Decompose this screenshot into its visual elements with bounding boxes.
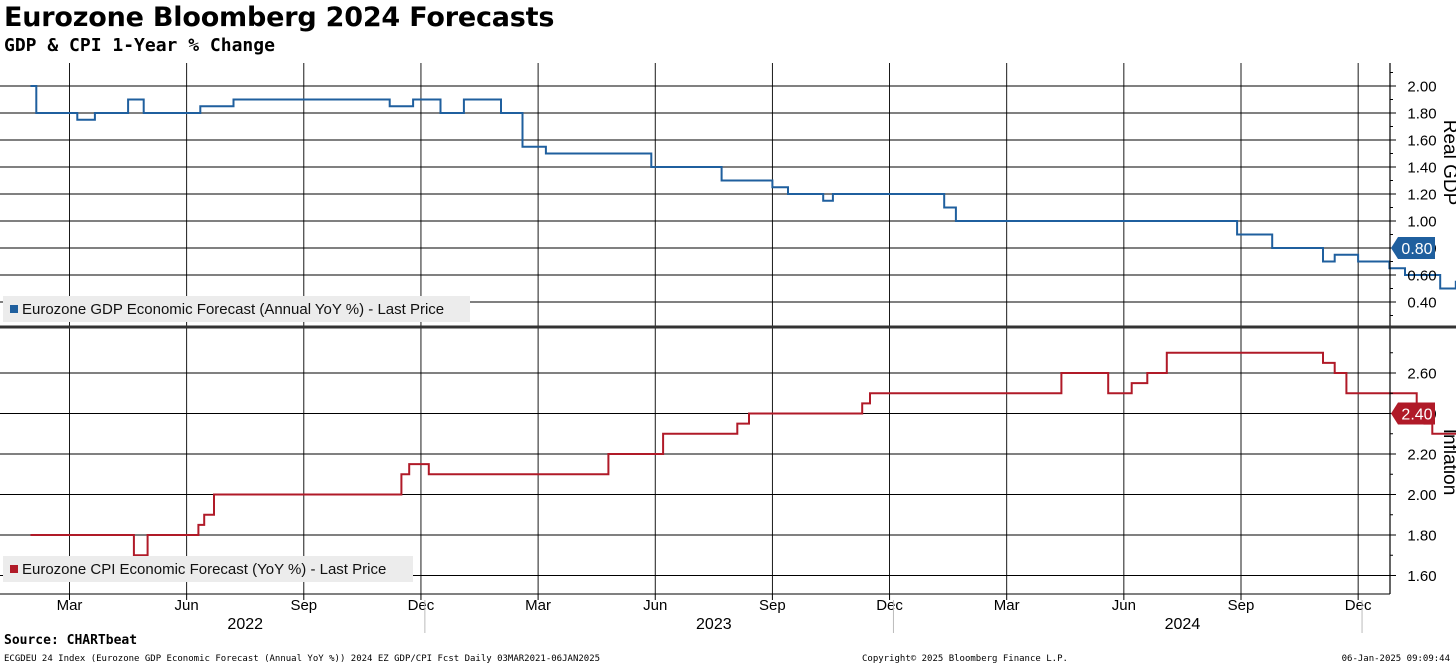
chart-title: Eurozone Bloomberg 2024 Forecasts xyxy=(4,2,555,33)
y-tick-label: 1.80 xyxy=(1407,528,1436,545)
x-year-label: 2024 xyxy=(1165,616,1201,633)
y-axis-title-gdp: Real GDP xyxy=(1439,120,1456,206)
last-value-tag-cpi xyxy=(1391,402,1435,425)
footer-ticker-info: ECGDEU 24 Index (Eurozone GDP Economic F… xyxy=(4,654,601,664)
x-tick-label-month: Dec xyxy=(408,597,435,614)
x-tick-label-month: Jun xyxy=(175,597,199,614)
legend-box-cpi xyxy=(3,556,413,582)
x-tick-label-month: Dec xyxy=(876,597,903,614)
footer-copyright: Copyright© 2025 Bloomberg Finance L.P. xyxy=(862,654,1068,664)
y-axis-title-cpi: Inflation xyxy=(1439,429,1456,496)
x-tick-label-month: Mar xyxy=(57,597,83,614)
y-tick-label: 1.80 xyxy=(1407,106,1436,123)
last-value-tag-gdp xyxy=(1391,237,1435,259)
y-tick-label: 1.60 xyxy=(1407,133,1436,150)
series-layer xyxy=(30,85,1456,557)
last-value-label-cpi: 2.40 xyxy=(1401,407,1432,424)
line-cpi xyxy=(30,351,1456,557)
x-year-label: 2023 xyxy=(696,616,732,633)
legend-box-gdp xyxy=(3,296,470,322)
y-tick-label: 1.20 xyxy=(1407,187,1436,204)
legend-layer: Eurozone GDP Economic Forecast (Annual Y… xyxy=(3,296,470,582)
y-tick-label: 2.00 xyxy=(1407,487,1436,504)
x-tick-label-month: Mar xyxy=(994,597,1020,614)
x-year-label: 2022 xyxy=(227,616,263,633)
y-tick-label: 0.40 xyxy=(1407,295,1436,312)
axis-layer: Mar Jun Sep Dec Mar Jun Sep Dec Mar Jun Sep Dec 2022… xyxy=(0,63,1456,633)
legend-label-gdp: Eurozone GDP Economic Forecast (Annual Y… xyxy=(22,301,444,318)
footer-timestamp: 06-Jan-2025 09:09:44 xyxy=(1341,654,1450,664)
line-gdp xyxy=(30,85,1456,290)
x-tick-label-month: Jun xyxy=(1112,597,1136,614)
last-value-label-gdp: 0.80 xyxy=(1401,241,1432,258)
y-tick-label: 1.00 xyxy=(1407,214,1436,231)
x-tick-label-month: Sep xyxy=(290,597,317,614)
y-tick-label: 2.20 xyxy=(1407,447,1436,464)
y-tick-label: 0.60 xyxy=(1407,268,1436,285)
y-tick-label: 2.60 xyxy=(1407,366,1436,383)
x-tick-label-month: Sep xyxy=(1228,597,1255,614)
x-tick-label-month: Jun xyxy=(643,597,667,614)
y-tick-label: 1.60 xyxy=(1407,568,1436,585)
x-tick-label-month: Sep xyxy=(759,597,786,614)
legend-swatch-cpi xyxy=(10,565,18,573)
y-tick-label: 2.00 xyxy=(1407,79,1436,96)
y-tick-label: 1.40 xyxy=(1407,160,1436,177)
chart-subtitle: GDP & CPI 1-Year % Change xyxy=(4,35,275,56)
x-tick-label-month: Mar xyxy=(525,597,551,614)
x-tick-label-month: Dec xyxy=(1345,597,1372,614)
legend-label-cpi: Eurozone CPI Economic Forecast (YoY %) -… xyxy=(22,561,386,578)
source-note: Source: CHARTbeat xyxy=(4,633,138,648)
legend-swatch-gdp xyxy=(10,305,18,313)
